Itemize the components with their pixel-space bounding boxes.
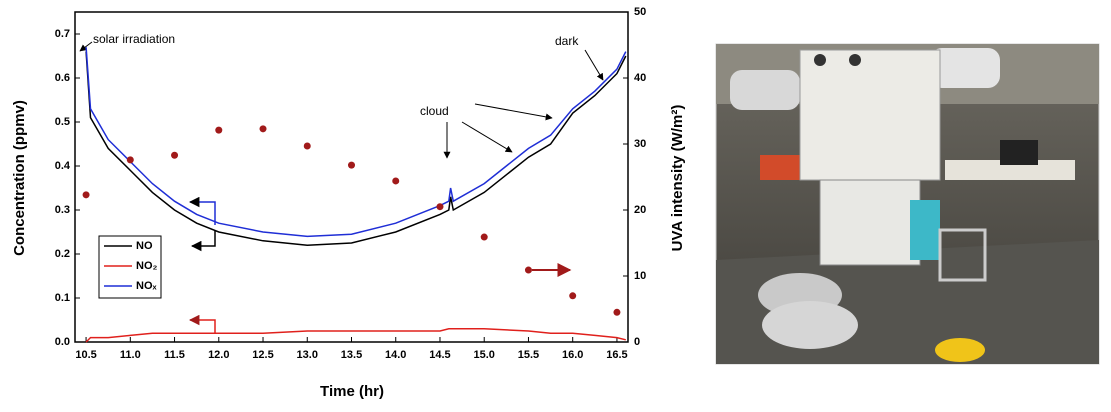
annotation-arrow [461, 121, 513, 153]
annotation: solar irradiation [93, 32, 175, 46]
x-axis-title: Time (hr) [320, 383, 384, 400]
annotation-arrow [79, 41, 93, 52]
x-tick-label: 16.0 [562, 349, 583, 361]
annotation: dark [555, 34, 579, 48]
uva-point [524, 266, 532, 274]
y-tick-label: 0.7 [55, 28, 70, 40]
uva-point [82, 191, 90, 199]
x-tick-label: 15.5 [518, 349, 539, 361]
uva-point [171, 151, 179, 159]
photo [715, 43, 1100, 365]
legend: NO NO₂ NOₓ [98, 235, 162, 299]
y2-tick-label: 40 [634, 72, 646, 84]
y2-tick-label: 30 [634, 138, 646, 150]
series-line [85, 328, 626, 343]
axis-indicator [188, 314, 216, 334]
y-tick-label: 0.2 [55, 248, 70, 260]
series-line [85, 51, 627, 246]
y-tick-label: 0.5 [55, 116, 70, 128]
axis-indicator [188, 196, 216, 225]
annotation-arrow [584, 49, 604, 81]
y2-tick-label: 10 [634, 270, 646, 282]
uva-point [480, 233, 488, 241]
uva-point [215, 126, 223, 134]
x-tick-label: 13.0 [297, 349, 318, 361]
x-tick-label: 11.0 [120, 349, 141, 361]
x-tick-label: 11.5 [164, 349, 185, 361]
x-tick-label: 10.5 [75, 349, 96, 361]
y-tick-label: 0.3 [55, 204, 70, 216]
uva-point [569, 292, 577, 300]
legend-label: NO₂ [136, 260, 158, 272]
uva-point [303, 142, 311, 150]
legend-label: NO [136, 240, 153, 252]
y-tick-label: 0.6 [55, 72, 70, 84]
x-tick-label: 13.5 [341, 349, 362, 361]
uva-point [436, 203, 444, 211]
axis-indicator [190, 230, 216, 252]
uva-point [348, 161, 355, 169]
y-tick-label: 0.0 [55, 336, 70, 348]
x-tick-label: 16.5 [606, 349, 627, 361]
y2-axis-title: UVA intensity (W/m²) [669, 105, 686, 252]
x-tick-label: 14.5 [429, 349, 450, 361]
x-tick-label: 12.5 [252, 349, 273, 361]
series-line [85, 47, 627, 238]
annotation: cloud [420, 104, 449, 118]
uva-point [126, 156, 134, 164]
annotation-arrow [474, 103, 553, 121]
uva-point [259, 125, 267, 133]
y-axis-title: Concentration (ppmv) [11, 100, 28, 256]
y2-tick-label: 50 [634, 6, 646, 18]
x-tick-label: 12.0 [208, 349, 229, 361]
y2-tick-label: 20 [634, 204, 646, 216]
y2-tick-label: 0 [634, 336, 640, 348]
x-tick-label: 15.0 [474, 349, 495, 361]
x-tick-label: 14.0 [385, 349, 406, 361]
legend-label: NOₓ [136, 280, 158, 292]
uva-point [613, 308, 621, 316]
y-tick-label: 0.1 [55, 292, 70, 304]
uva-point [392, 177, 400, 185]
y-tick-label: 0.4 [55, 160, 71, 172]
